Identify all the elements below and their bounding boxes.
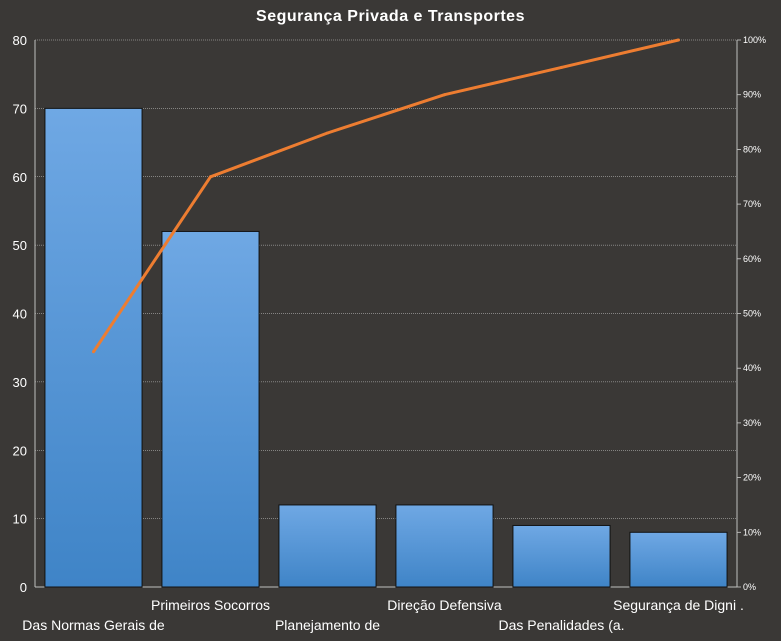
x-tick-label: Segurança de Digni . bbox=[613, 597, 744, 613]
x-tick-label: Direção Defensiva bbox=[387, 597, 502, 613]
y2-tick-label: 90% bbox=[743, 90, 761, 100]
x-tick-label: Primeiros Socorros bbox=[151, 597, 270, 613]
y2-tick-label: 0% bbox=[743, 582, 756, 592]
y2-tick-label: 20% bbox=[743, 473, 761, 483]
y2-tick-label: 10% bbox=[743, 527, 761, 537]
y2-tick-label: 30% bbox=[743, 418, 761, 428]
bar bbox=[161, 230, 260, 588]
cumulative-point bbox=[209, 175, 212, 179]
y-tick-label: 40 bbox=[13, 307, 27, 322]
x-tick-label: Planejamento de bbox=[275, 617, 380, 633]
chart-title: Segurança Privada e Transportes bbox=[256, 8, 525, 25]
x-tick-label: Das Normas Gerais de bbox=[22, 617, 165, 633]
bar bbox=[44, 107, 143, 588]
y-tick-label: 50 bbox=[13, 238, 27, 253]
y-tick-label: 30 bbox=[13, 375, 27, 390]
bar bbox=[512, 524, 611, 588]
bar bbox=[629, 531, 728, 588]
y-tick-label: 0 bbox=[20, 580, 27, 595]
cumulative-line bbox=[92, 38, 679, 353]
y2-tick-label: 80% bbox=[743, 144, 761, 154]
bar bbox=[278, 504, 377, 588]
y2-tick-label: 100% bbox=[743, 35, 766, 45]
bar bbox=[395, 504, 494, 588]
y-tick-label: 70 bbox=[13, 101, 27, 116]
y-tick-label: 60 bbox=[13, 170, 27, 185]
y-tick-label: 10 bbox=[13, 512, 27, 527]
cumulative-point bbox=[443, 93, 446, 97]
y2-tick-label: 50% bbox=[743, 309, 761, 319]
y-tick-label: 20 bbox=[13, 443, 27, 458]
y2-tick-label: 60% bbox=[743, 254, 761, 264]
cumulative-point bbox=[677, 38, 680, 42]
x-tick-label: Das Penalidades (a. bbox=[498, 617, 624, 633]
cumulative-point bbox=[560, 65, 563, 69]
y2-tick-label: 40% bbox=[743, 363, 761, 373]
y-tick-label: 80 bbox=[13, 33, 27, 48]
y2-tick-label: 70% bbox=[743, 199, 761, 209]
cumulative-point bbox=[92, 350, 95, 354]
cumulative-point bbox=[326, 131, 329, 135]
